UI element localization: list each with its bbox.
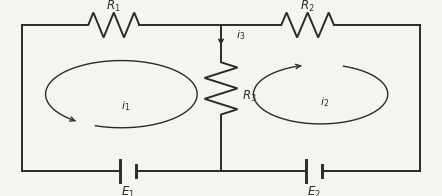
Text: $E_2$: $E_2$ [307,184,321,196]
Text: $R_3$: $R_3$ [242,89,256,104]
Text: $i_3$: $i_3$ [236,28,245,42]
Text: $R_2$: $R_2$ [300,0,315,15]
Text: $i_1$: $i_1$ [121,99,130,113]
Text: $i_2$: $i_2$ [320,95,330,109]
Text: $R_1$: $R_1$ [107,0,121,15]
Text: $E_1$: $E_1$ [121,184,135,196]
